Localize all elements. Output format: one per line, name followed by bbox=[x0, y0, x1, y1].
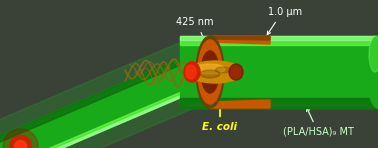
Ellipse shape bbox=[196, 36, 224, 108]
Polygon shape bbox=[0, 87, 202, 148]
Polygon shape bbox=[0, 56, 202, 148]
Ellipse shape bbox=[369, 36, 378, 72]
Text: 425 nm: 425 nm bbox=[176, 17, 214, 27]
Polygon shape bbox=[0, 56, 190, 148]
Ellipse shape bbox=[187, 61, 243, 83]
Ellipse shape bbox=[195, 64, 225, 74]
Ellipse shape bbox=[186, 65, 196, 79]
Ellipse shape bbox=[200, 70, 220, 78]
Bar bbox=[180, 36, 378, 45]
Polygon shape bbox=[210, 36, 270, 44]
Ellipse shape bbox=[184, 62, 200, 82]
Text: E. coli: E. coli bbox=[203, 87, 237, 132]
Polygon shape bbox=[0, 84, 202, 148]
Ellipse shape bbox=[201, 51, 219, 93]
Polygon shape bbox=[210, 100, 270, 108]
Ellipse shape bbox=[229, 64, 243, 80]
Ellipse shape bbox=[3, 129, 38, 148]
Bar bbox=[180, 36, 378, 40]
Ellipse shape bbox=[15, 140, 26, 148]
Ellipse shape bbox=[367, 36, 378, 108]
Polygon shape bbox=[210, 36, 270, 40]
Text: (PLA/HSA)₉ MT: (PLA/HSA)₉ MT bbox=[283, 108, 353, 137]
Ellipse shape bbox=[198, 40, 222, 104]
Polygon shape bbox=[0, 42, 208, 148]
Text: 1.0 μm: 1.0 μm bbox=[268, 7, 302, 17]
Ellipse shape bbox=[9, 135, 32, 148]
Bar bbox=[180, 36, 378, 108]
Ellipse shape bbox=[215, 67, 231, 73]
Bar bbox=[180, 98, 378, 108]
